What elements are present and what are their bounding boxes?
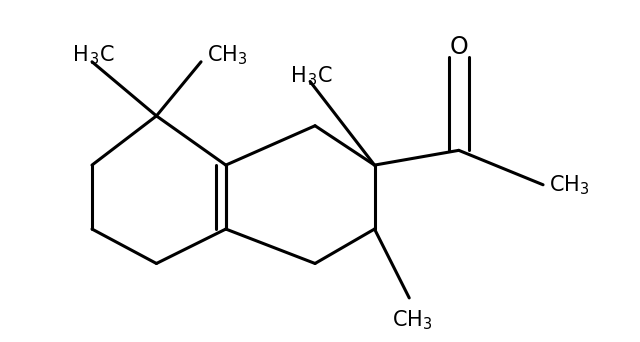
Text: O: O bbox=[449, 35, 468, 59]
Text: $_3$C: $_3$C bbox=[89, 43, 115, 67]
Text: CH$_3$: CH$_3$ bbox=[207, 43, 248, 67]
Text: CH$_3$: CH$_3$ bbox=[549, 173, 590, 197]
Text: H: H bbox=[73, 45, 89, 65]
Text: H: H bbox=[291, 66, 307, 87]
Text: CH$_3$: CH$_3$ bbox=[392, 308, 433, 332]
Text: $_3$C: $_3$C bbox=[307, 65, 332, 88]
